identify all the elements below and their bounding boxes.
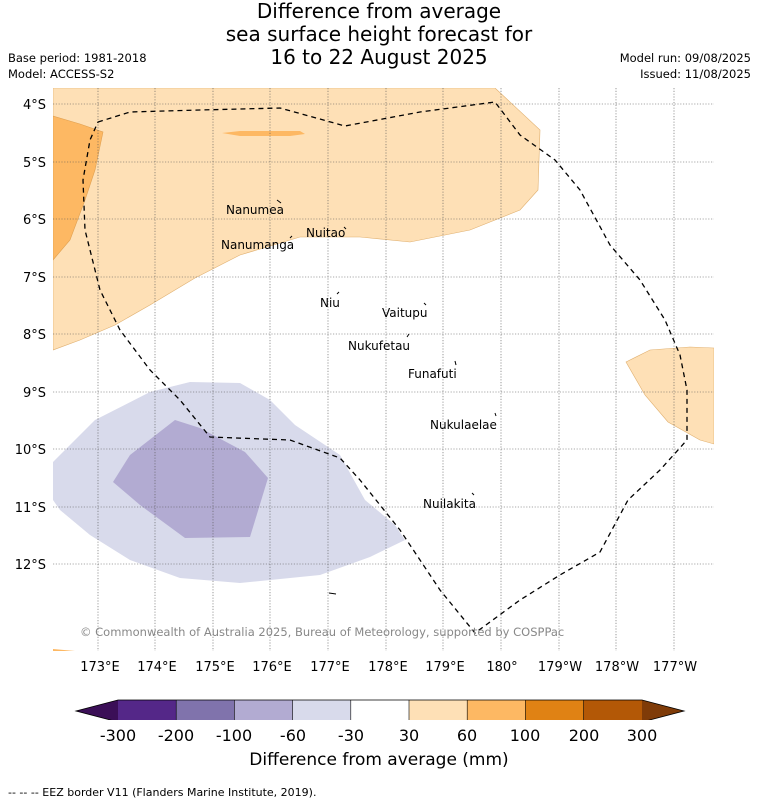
colorbar-tick-label: -100 — [215, 726, 253, 745]
lon-label: 176°E — [252, 660, 292, 675]
colorbar-bin — [467, 700, 526, 720]
place-label-nuilakita: Nuilakita — [423, 497, 476, 511]
lat-label: 12°S — [15, 558, 46, 573]
lon-label: 179°W — [538, 660, 582, 675]
place-label-nanumea: Nanumea — [226, 203, 284, 217]
metadata-left: Base period: 1981-2018 Model: ACCESS-S2 — [8, 50, 147, 82]
lat-label: 6°S — [23, 213, 46, 228]
graticule — [53, 88, 714, 651]
colorbar-bin — [292, 700, 351, 720]
colorbar-tick-label: 60 — [456, 726, 478, 745]
island-markers — [276, 199, 497, 595]
anomaly-region-60-100-west — [53, 115, 104, 261]
colorbar-bin — [525, 700, 584, 720]
colorbar-bin — [583, 700, 642, 720]
colorbar-tick-label: -30 — [337, 726, 365, 745]
lon-label: 177°E — [310, 660, 350, 675]
map-plot-area: Nanumea Nuitao Nanumanga Niu Vaitupu Nuk… — [53, 88, 714, 651]
colorbar-title: Difference from average (mm) — [249, 750, 509, 770]
metadata-right: Model run: 09/08/2025 Issued: 11/08/2025 — [620, 50, 751, 82]
lon-label: 178°E — [368, 660, 408, 675]
lat-label: 11°S — [15, 501, 46, 516]
lat-label: 10°S — [15, 443, 46, 458]
colorbar-tick-label: 30 — [398, 726, 420, 745]
colorbar-tick-label: 300 — [626, 726, 658, 745]
lon-label: 175°E — [195, 660, 235, 675]
place-label-niu: Niu — [320, 296, 340, 310]
lat-label: 9°S — [23, 386, 46, 401]
colorbar-tick-label: -60 — [279, 726, 307, 745]
place-label-vaitupu: Vaitupu — [382, 306, 428, 320]
place-label-nukulaelae: Nukulaelae — [430, 418, 497, 432]
colorbar — [74, 699, 686, 720]
eez-legend-note: -- -- -- EEZ border V11 (Flanders Marine… — [8, 786, 317, 799]
place-label-nukufetau: Nukufetau — [348, 339, 410, 353]
map-panel: Nanumea Nuitao Nanumanga Niu Vaitupu Nuk… — [15, 88, 714, 720]
colorbar-bin — [350, 700, 409, 720]
copyright-notice: © Commonwealth of Australia 2025, Bureau… — [80, 625, 564, 639]
eez-border — [82, 101, 688, 634]
colorbar-labels: -300 -200 -100 -60 -30 30 60 100 200 300 — [0, 726, 758, 746]
lat-label: 4°S — [23, 98, 46, 113]
lon-label: 180° — [486, 660, 517, 675]
lon-label: 177°W — [653, 660, 697, 675]
anomaly-region-bottom-left — [53, 649, 75, 651]
title-line-1: Difference from average — [256, 0, 502, 23]
anomaly-region-30-60-north — [53, 88, 541, 351]
lat-label: 5°S — [23, 156, 46, 171]
colorbar-tick-label: 200 — [568, 726, 600, 745]
chart-title: Difference from average sea surface heig… — [0, 0, 758, 69]
colorbar-tick-label: 100 — [509, 726, 541, 745]
title-line-3: 16 to 22 August 2025 — [270, 45, 488, 69]
lon-label: 173°E — [80, 660, 120, 675]
colorbar-bin — [176, 700, 235, 720]
anomaly-region-neg-60-100 — [113, 420, 268, 538]
lon-label: 178°W — [595, 660, 639, 675]
place-label-funafuti: Funafuti — [408, 367, 457, 381]
issued-text: Issued: 11/08/2025 — [640, 67, 751, 81]
lon-label: 174°E — [137, 660, 177, 675]
anomaly-sliver-60-100 — [222, 131, 305, 136]
colorbar-tick-label: -200 — [157, 726, 195, 745]
base-period-text: Base period: 1981-2018 — [8, 51, 147, 65]
colorbar-bin — [118, 700, 177, 720]
colorbar-bin — [409, 700, 468, 720]
lat-label: 7°S — [23, 271, 46, 286]
place-label-nuitao: Nuitao — [306, 226, 345, 240]
model-text: Model: ACCESS-S2 — [8, 67, 115, 81]
place-label-nanumanga: Nanumanga — [221, 238, 294, 252]
model-run-text: Model run: 09/08/2025 — [619, 51, 751, 65]
lat-label: 8°S — [23, 328, 46, 343]
colorbar-extend-low — [76, 700, 118, 720]
colorbar-tick-label: -300 — [99, 726, 137, 745]
colorbar-extend-high — [642, 700, 684, 720]
title-line-2: sea surface height forecast for — [225, 22, 533, 46]
lon-label: 179°E — [425, 660, 465, 675]
colorbar-bin — [234, 700, 293, 720]
anomaly-region-30-60-east — [625, 346, 714, 445]
